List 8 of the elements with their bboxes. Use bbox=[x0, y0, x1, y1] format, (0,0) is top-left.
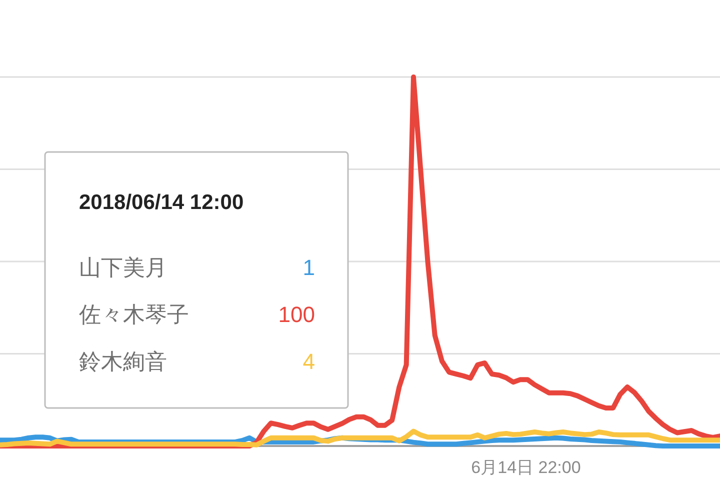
text: 6月14日 22:00 bbox=[471, 458, 581, 477]
annotation: 100 bbox=[278, 302, 315, 327]
annotation: 鈴木絢音 bbox=[79, 349, 167, 374]
annotation: 4 bbox=[302, 349, 315, 374]
annotation: 佐々木琴子 bbox=[79, 302, 189, 327]
annotation: 2018/06/14 12:00 bbox=[79, 191, 244, 214]
annotation: 1 bbox=[302, 255, 315, 280]
annotation: 山下美月 bbox=[79, 255, 167, 280]
